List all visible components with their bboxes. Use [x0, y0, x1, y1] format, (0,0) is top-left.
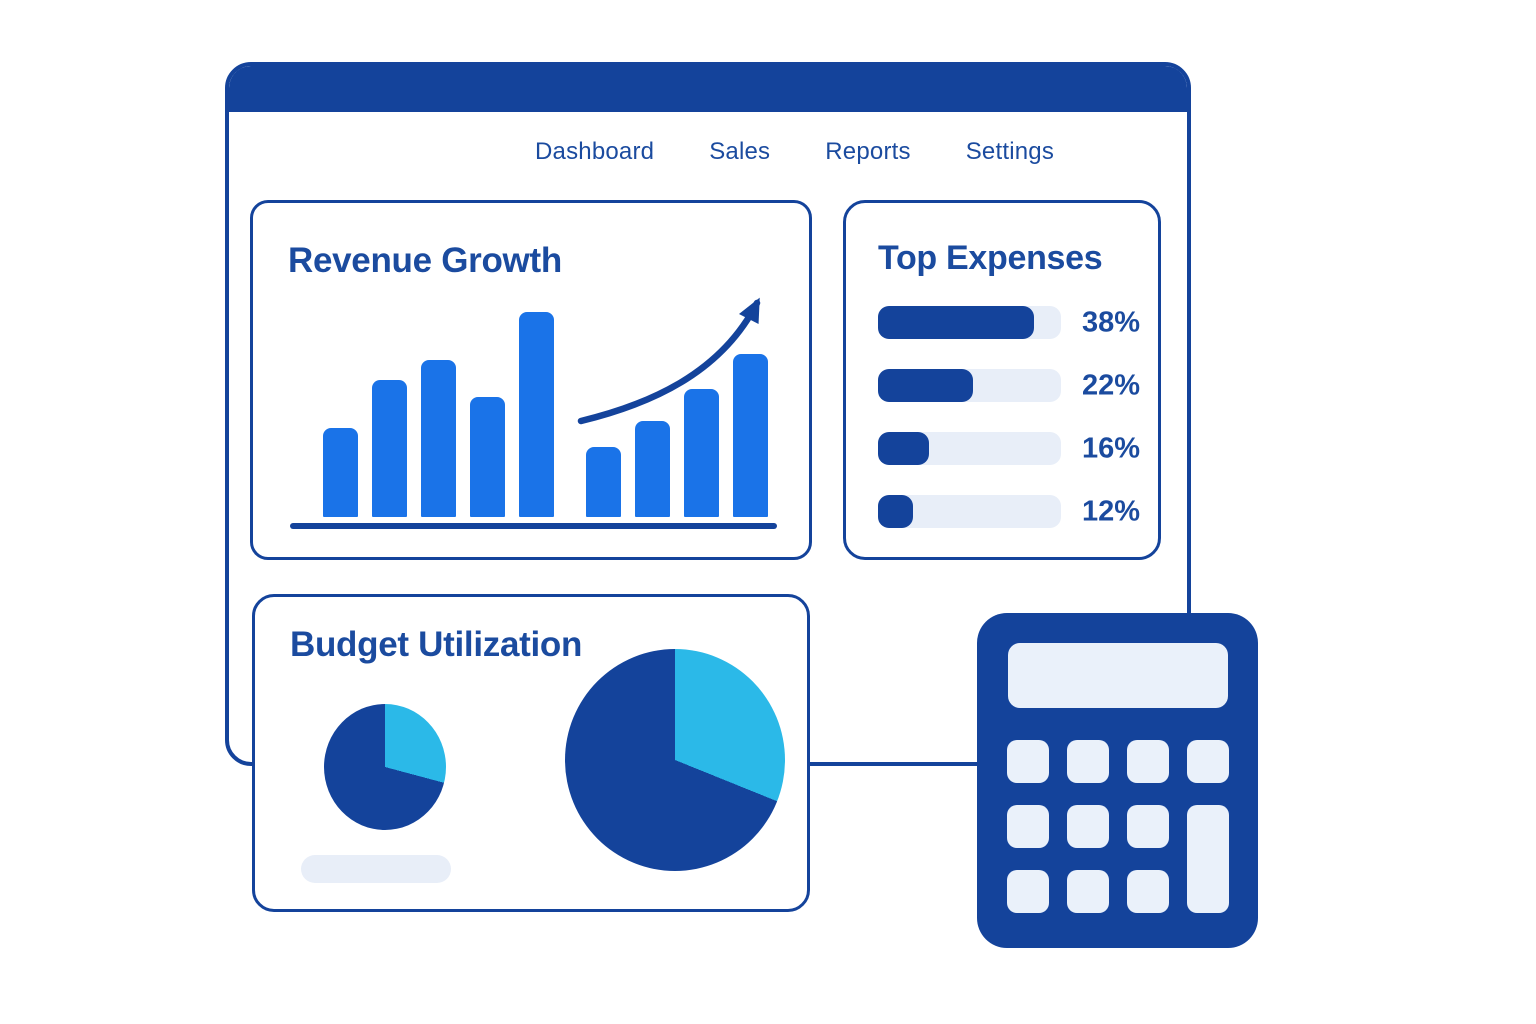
expense-row-2: 22% [878, 369, 1140, 402]
budget-pie-small [324, 704, 446, 830]
expense-bar-fill [878, 432, 929, 465]
window-titlebar [229, 66, 1187, 112]
calculator-keypad [1007, 740, 1229, 913]
calc-key-3[interactable] [1127, 740, 1169, 783]
nav-item-settings[interactable]: Settings [965, 138, 1055, 165]
revenue-bar-4 [470, 397, 505, 517]
expense-bar-fill [878, 495, 913, 528]
calc-key-10[interactable] [1067, 870, 1109, 913]
calc-key-5[interactable] [1007, 805, 1049, 848]
revenue-bar-chart [323, 297, 768, 517]
expense-row-4: 12% [878, 495, 1140, 528]
calc-key-tall[interactable] [1187, 805, 1229, 913]
nav-item-dashboard[interactable]: Dashboard [535, 138, 655, 165]
expense-value-label: 22% [1081, 369, 1140, 401]
nav-item-sales[interactable]: Sales [709, 138, 771, 165]
revenue-bar-3 [421, 360, 456, 517]
calculator-display [1008, 643, 1228, 708]
budget-utilization-card: Budget Utilization [252, 594, 810, 912]
revenue-bar-5 [519, 312, 554, 517]
revenue-bar-2 [372, 380, 407, 517]
expenses-card-title: Top Expenses [878, 239, 1103, 277]
revenue-bar-9 [733, 354, 768, 517]
revenue-growth-card: Revenue Growth [250, 200, 812, 560]
budget-legend-placeholder [301, 855, 451, 883]
expense-bars-list: 38% 22% 16% 12% [878, 306, 1140, 558]
expense-value-label: 12% [1081, 495, 1140, 527]
revenue-bar-7 [635, 421, 670, 517]
budget-pie-large [565, 649, 785, 871]
revenue-card-title: Revenue Growth [288, 241, 562, 280]
calc-key-6[interactable] [1067, 805, 1109, 848]
calc-key-7[interactable] [1127, 805, 1169, 848]
expense-row-3: 16% [878, 432, 1140, 465]
revenue-bar-1 [323, 428, 358, 517]
revenue-bar-8 [684, 389, 719, 517]
expense-bar-fill [878, 306, 1034, 339]
main-nav: Dashboard Sales Reports Settings [535, 138, 1054, 166]
calculator [977, 613, 1258, 948]
calc-key-11[interactable] [1127, 870, 1169, 913]
calc-key-2[interactable] [1067, 740, 1109, 783]
revenue-chart-axis [290, 523, 777, 529]
calc-key-1[interactable] [1007, 740, 1049, 783]
calc-key-9[interactable] [1007, 870, 1049, 913]
expense-value-label: 16% [1081, 432, 1140, 464]
expense-bar-fill [878, 369, 973, 402]
expense-value-label: 38% [1081, 306, 1140, 338]
nav-item-reports[interactable]: Reports [825, 138, 911, 165]
top-expenses-card: Top Expenses 38% 22% 16% 12% [843, 200, 1161, 560]
budget-card-title: Budget Utilization [290, 625, 583, 664]
calc-key-4[interactable] [1187, 740, 1229, 783]
expense-row-1: 38% [878, 306, 1140, 339]
revenue-bar-6 [586, 447, 621, 517]
